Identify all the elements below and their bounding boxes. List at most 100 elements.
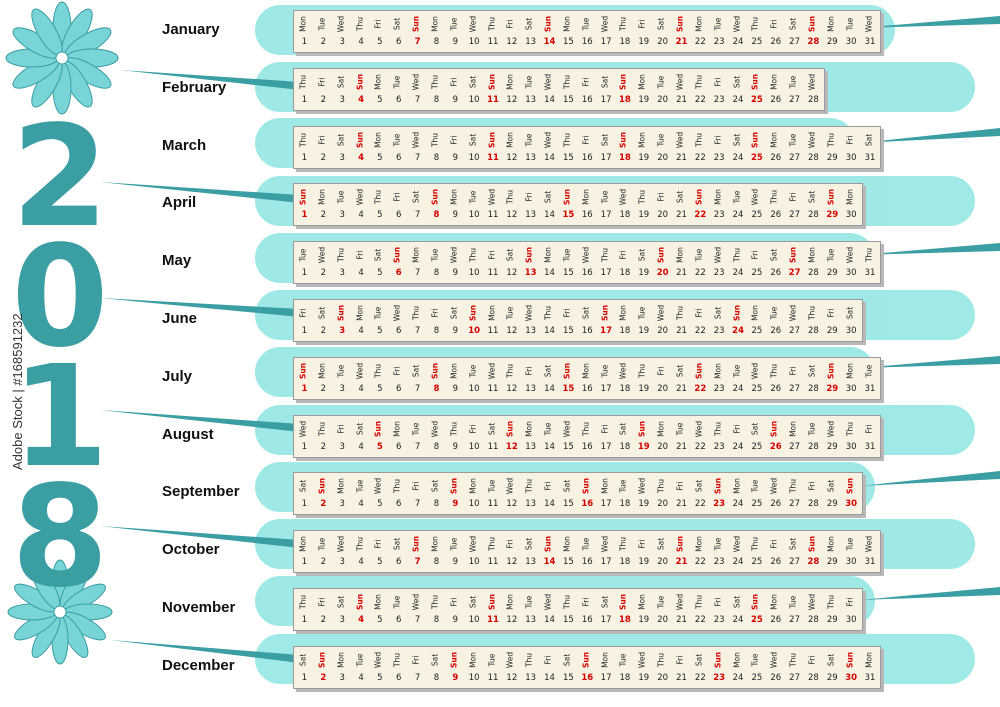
day-cell: Fri 3: [333, 416, 352, 457]
day-cell: Wed 26: [766, 647, 785, 688]
day-number: 13: [525, 210, 537, 221]
day-number: 2: [320, 441, 327, 452]
day-cell: Wed 4: [352, 358, 371, 399]
day-cell: Fri 16: [578, 589, 597, 630]
day-number: 25: [751, 383, 763, 394]
day-cell: Sat 22: [691, 647, 710, 688]
day-cell: Sun 28: [804, 531, 823, 572]
day-number: 10: [468, 152, 480, 163]
day-number: 21: [676, 615, 687, 625]
day-number: 22: [694, 672, 706, 683]
day-number: 6: [396, 210, 402, 221]
day-number: 20: [657, 152, 669, 163]
day-number: 1: [301, 268, 308, 279]
day-number: 17: [600, 441, 612, 452]
day-cell: Sun 21: [672, 11, 691, 52]
day-cell: Thu 22: [691, 69, 710, 110]
day-cell: Sun 8: [427, 358, 446, 399]
month-name: February: [162, 78, 227, 96]
day-cell: Sun 7: [408, 531, 427, 572]
day-cell: Thu 26: [766, 358, 785, 399]
day-cell: Sun 18: [615, 589, 634, 630]
day-number: 24: [732, 615, 744, 625]
day-cell: Tue 29: [823, 242, 842, 283]
day-cell: Mon 2: [314, 184, 333, 225]
day-cell: Sun 6: [389, 242, 408, 283]
day-number: 12: [506, 383, 518, 394]
day-number: 30: [845, 37, 857, 47]
day-number: 6: [396, 499, 402, 510]
day-cell: Sun 11: [484, 127, 503, 168]
day-number: 23: [713, 210, 725, 221]
day-number: 20: [657, 441, 669, 452]
day-number: 29: [826, 152, 838, 163]
day-cell: Sat 23: [710, 300, 729, 341]
day-cell: Wed 25: [747, 358, 766, 399]
day-number: 6: [396, 441, 402, 452]
day-cell: Sun 1: [295, 358, 314, 399]
day-cell: Thu 23: [710, 416, 729, 457]
day-number: 25: [751, 672, 763, 683]
day-cell: Thu 29: [823, 127, 842, 168]
day-number: 5: [377, 94, 383, 105]
day-cell: Mon 12: [502, 589, 521, 630]
day-number: 12: [506, 557, 518, 568]
day-cell: Sat 28: [804, 358, 823, 399]
day-number: 12: [506, 672, 518, 683]
day-cell: Wed 10: [465, 11, 484, 52]
day-cell: Mon 29: [823, 11, 842, 52]
day-number: 2: [320, 152, 327, 163]
day-number: 24: [732, 326, 744, 336]
day-number: 8: [433, 557, 440, 568]
day-cell: Sat 15: [559, 473, 578, 514]
day-cell: Thu 5: [370, 184, 389, 225]
day-number: 18: [619, 326, 631, 336]
day-cell: Wed 20: [653, 300, 672, 341]
day-cell: Mon 4: [352, 300, 371, 341]
day-number: 20: [657, 94, 669, 105]
day-number: 23: [713, 94, 725, 105]
day-number: 13: [525, 557, 537, 568]
day-number: 31: [864, 152, 876, 163]
day-cell: Fri 19: [634, 531, 653, 572]
day-cell: Thu 4: [352, 11, 371, 52]
day-cell: Sat 3: [333, 69, 352, 110]
day-number: 27: [789, 37, 800, 47]
day-cell: Tue 25: [747, 647, 766, 688]
weekday-label: Tue: [864, 364, 873, 378]
day-number: 20: [657, 383, 669, 394]
day-number: 11: [487, 441, 499, 452]
day-cell: Tue 24: [729, 358, 748, 399]
day-number: 18: [619, 152, 631, 163]
day-cell: Mon 2: [314, 358, 333, 399]
day-number: 20: [657, 615, 669, 625]
day-number: 1: [301, 441, 308, 452]
day-number: 3: [339, 615, 345, 625]
day-cell: Tue 6: [389, 127, 408, 168]
day-number: 30: [845, 557, 857, 568]
day-cell: Tue 11: [484, 473, 503, 514]
day-number: 24: [732, 268, 744, 279]
day-number: 30: [845, 326, 857, 336]
day-cell: Tue 14: [540, 416, 559, 457]
day-number: 18: [619, 268, 631, 279]
day-cell: Sat 13: [521, 11, 540, 52]
day-cell: Thu 31: [861, 242, 880, 283]
day-number: 22: [694, 615, 706, 625]
day-cell: Fri 12: [502, 11, 521, 52]
day-number: 19: [638, 268, 650, 279]
day-number: 16: [581, 383, 593, 394]
month-strip: Sun 1 Mon 2 Tue 3 Wed 4 Thu 5 Fri 6 Sat 7 Sun 8 Mon 9 Tue 1…: [293, 356, 882, 400]
day-cell: Wed 6: [389, 300, 408, 341]
day-cell: Thu 25: [747, 531, 766, 572]
day-number: 9: [452, 152, 458, 163]
day-cell: Mon 28: [804, 242, 823, 283]
day-cell: Fri 4: [352, 242, 371, 283]
day-number: 15: [562, 94, 574, 105]
day-number: 23: [713, 557, 725, 568]
day-number: 29: [826, 499, 838, 510]
day-number: 2: [320, 37, 327, 47]
day-number: 13: [525, 441, 537, 452]
day-number: 10: [468, 210, 480, 221]
day-number: 24: [732, 152, 744, 163]
